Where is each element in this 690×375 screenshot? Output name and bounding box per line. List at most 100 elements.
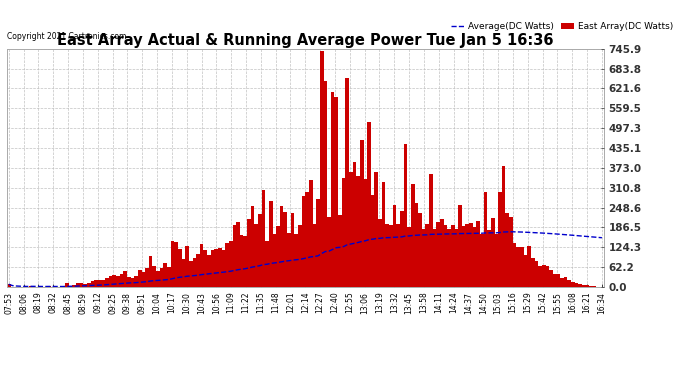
Bar [233, 225, 236, 287]
Bar [170, 241, 175, 287]
Bar [200, 244, 204, 287]
Bar [411, 184, 415, 287]
Bar [105, 278, 109, 287]
Bar [426, 224, 429, 287]
Bar [247, 219, 250, 287]
Bar [567, 280, 571, 287]
Bar [210, 251, 215, 287]
Bar [255, 224, 258, 287]
Bar [393, 206, 396, 287]
Bar [127, 276, 130, 287]
Bar [178, 249, 181, 287]
Bar [335, 98, 338, 287]
Bar [265, 241, 269, 287]
Bar [487, 230, 491, 287]
Bar [356, 176, 360, 287]
Bar [229, 240, 233, 287]
Bar [513, 243, 516, 287]
Bar [250, 206, 255, 287]
Bar [440, 219, 444, 287]
Bar [236, 222, 240, 287]
Bar [564, 278, 567, 287]
Bar [313, 224, 316, 287]
Bar [342, 178, 346, 287]
Legend: Average(DC Watts), East Array(DC Watts): Average(DC Watts), East Array(DC Watts) [447, 19, 677, 35]
Bar [175, 243, 178, 287]
Bar [287, 234, 290, 287]
Bar [218, 248, 221, 287]
Bar [466, 224, 469, 287]
Bar [531, 258, 535, 287]
Bar [244, 236, 247, 287]
Bar [553, 274, 556, 287]
Bar [69, 286, 72, 287]
Bar [527, 246, 531, 287]
Bar [193, 258, 196, 287]
Bar [367, 122, 371, 287]
Bar [433, 229, 436, 287]
Bar [589, 286, 593, 287]
Bar [364, 179, 367, 287]
Bar [87, 283, 90, 287]
Bar [320, 51, 324, 287]
Bar [130, 278, 135, 287]
Bar [185, 246, 189, 287]
Bar [582, 285, 586, 287]
Bar [593, 286, 596, 287]
Bar [571, 282, 575, 287]
Bar [309, 180, 313, 287]
Bar [116, 276, 120, 287]
Bar [560, 278, 564, 287]
Bar [338, 215, 342, 287]
Bar [422, 228, 426, 287]
Bar [269, 201, 273, 287]
Bar [284, 211, 287, 287]
Bar [152, 266, 156, 287]
Bar [378, 219, 382, 287]
Bar [549, 270, 553, 287]
Bar [273, 234, 276, 287]
Bar [444, 225, 447, 287]
Bar [473, 226, 476, 287]
Bar [484, 192, 487, 287]
Bar [458, 205, 462, 287]
Title: East Array Actual & Running Average Power Tue Jan 5 16:36: East Array Actual & Running Average Powe… [57, 33, 553, 48]
Bar [258, 214, 262, 287]
Bar [181, 259, 185, 287]
Bar [396, 224, 400, 287]
Bar [546, 266, 549, 287]
Bar [509, 217, 513, 287]
Bar [120, 274, 124, 287]
Bar [280, 206, 284, 287]
Bar [65, 283, 69, 287]
Bar [455, 228, 458, 287]
Bar [586, 285, 589, 287]
Bar [404, 144, 407, 287]
Bar [506, 213, 509, 287]
Bar [436, 222, 440, 287]
Bar [480, 234, 484, 287]
Bar [7, 284, 10, 287]
Bar [316, 200, 320, 287]
Bar [538, 266, 542, 287]
Bar [524, 255, 527, 287]
Bar [76, 283, 79, 287]
Bar [225, 243, 229, 287]
Bar [29, 285, 32, 287]
Bar [451, 225, 455, 287]
Bar [79, 283, 83, 287]
Bar [349, 172, 353, 287]
Bar [331, 92, 335, 287]
Bar [535, 261, 538, 287]
Bar [447, 229, 451, 287]
Bar [327, 217, 331, 287]
Bar [83, 284, 87, 287]
Bar [295, 234, 298, 287]
Bar [375, 172, 378, 287]
Bar [386, 224, 389, 287]
Bar [141, 272, 145, 287]
Bar [101, 280, 105, 287]
Bar [95, 280, 98, 287]
Bar [462, 226, 466, 287]
Bar [502, 166, 506, 287]
